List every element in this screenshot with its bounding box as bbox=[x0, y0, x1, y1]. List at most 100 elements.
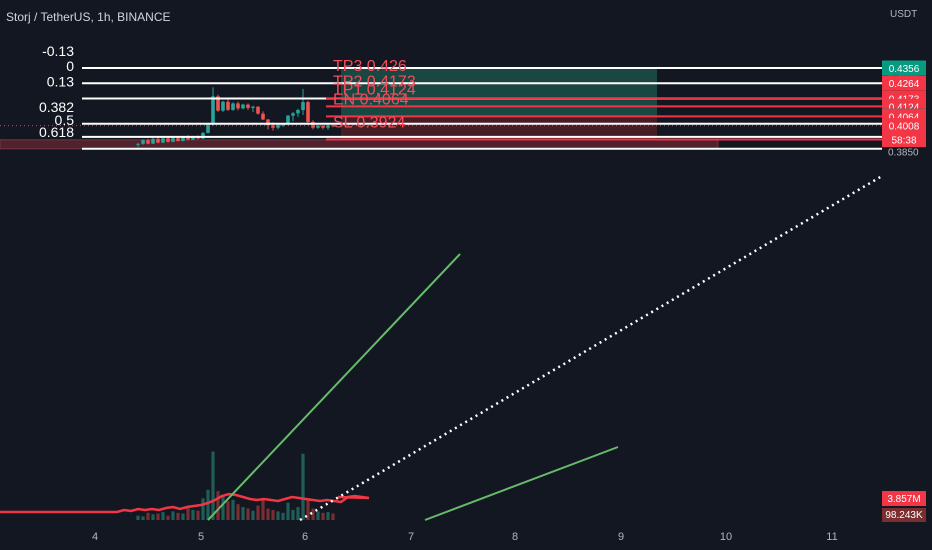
volume-bar bbox=[166, 515, 170, 520]
candle-body bbox=[301, 102, 305, 111]
volume-bar bbox=[316, 511, 320, 520]
candle-body bbox=[171, 138, 175, 142]
x-tick-label: 4 bbox=[92, 531, 98, 543]
projection-dotted-line bbox=[299, 174, 883, 522]
candle-body bbox=[161, 138, 165, 143]
volume-bar bbox=[136, 515, 140, 520]
currency-unit: USDT bbox=[890, 9, 918, 20]
volume-bar bbox=[196, 510, 200, 520]
price-badge-label: 0.4008 bbox=[889, 122, 920, 133]
candlestick-series bbox=[136, 87, 335, 147]
candle-body bbox=[201, 132, 205, 139]
price-badge-label: 0.4064 bbox=[889, 112, 920, 123]
time-axis: 4 5 6 7 8 9 10 11 bbox=[92, 531, 838, 543]
candle-body bbox=[181, 137, 185, 141]
volume-bar bbox=[191, 509, 195, 520]
candle-body bbox=[241, 104, 245, 109]
candle-body bbox=[146, 140, 150, 144]
candle-body bbox=[231, 103, 235, 110]
candle-body bbox=[266, 119, 270, 126]
volume-bar bbox=[156, 513, 160, 520]
volume-bar bbox=[171, 511, 175, 520]
chart-title: Storj / TetherUS, 1h, BINANCE bbox=[6, 10, 171, 24]
volume-bar bbox=[221, 494, 225, 520]
x-tick-label: 9 bbox=[618, 531, 624, 543]
volume-bar bbox=[271, 509, 275, 520]
x-tick-label: 8 bbox=[512, 531, 518, 543]
candle-body bbox=[186, 137, 190, 140]
x-tick-label: 6 bbox=[302, 531, 308, 543]
x-tick-label: 10 bbox=[720, 531, 732, 543]
volume-bar bbox=[281, 512, 285, 520]
candle-body bbox=[261, 113, 265, 120]
volume-bar bbox=[176, 512, 180, 520]
candle-body bbox=[176, 138, 180, 141]
candle-body bbox=[326, 125, 330, 128]
volume-bar bbox=[211, 451, 215, 520]
y-tick-label: 0.3850 bbox=[888, 148, 919, 159]
trade-level-label: TP3 0.426 bbox=[333, 58, 407, 75]
candle-body bbox=[316, 125, 320, 128]
trade-level-label: TP2 0.4173 bbox=[333, 73, 416, 90]
volume-bar bbox=[331, 513, 335, 520]
candle-body bbox=[286, 115, 290, 125]
volume-bar bbox=[146, 512, 150, 520]
countdown-label: 58:38 bbox=[891, 136, 916, 147]
volume-bar bbox=[306, 498, 310, 520]
stop-zone bbox=[341, 116, 657, 140]
volume-bar bbox=[326, 512, 330, 520]
trade-level-label: SL 0.3924 bbox=[333, 114, 405, 131]
volume-badge bbox=[882, 491, 926, 506]
candle-body bbox=[226, 101, 230, 110]
trade-level-label: EN 0.4064 bbox=[333, 91, 409, 108]
volume-bar bbox=[241, 507, 245, 520]
volume-bar bbox=[186, 507, 190, 520]
position-zones bbox=[0, 68, 719, 150]
volume-bar bbox=[296, 507, 300, 520]
fib-label: -0.13 bbox=[42, 43, 74, 59]
volume-bar bbox=[311, 508, 315, 520]
volume-bar bbox=[286, 502, 290, 520]
fib-label: 0 bbox=[66, 58, 74, 74]
trade-level-label: TP1 0.4124 bbox=[333, 81, 416, 98]
candle-body bbox=[211, 96, 215, 125]
volume-bar bbox=[231, 499, 235, 520]
candle-body bbox=[236, 103, 240, 109]
volume-bar bbox=[216, 491, 220, 520]
demand-zone bbox=[0, 139, 719, 150]
volume-bar bbox=[151, 514, 155, 520]
target-zone bbox=[341, 68, 657, 117]
volume-bar bbox=[301, 453, 305, 520]
volume-bar bbox=[226, 501, 230, 520]
volume-bar bbox=[261, 499, 265, 520]
volume-bar bbox=[276, 511, 280, 520]
candle-body bbox=[306, 102, 310, 122]
trendline-support bbox=[207, 253, 461, 521]
candle-body bbox=[296, 110, 300, 114]
volume-ma-badge-label: 98.243K bbox=[885, 510, 923, 521]
trendline-lower bbox=[424, 446, 619, 521]
volume-bar bbox=[246, 508, 250, 520]
candle-body bbox=[276, 124, 280, 128]
volume-bars bbox=[0, 451, 370, 520]
price-badge-label: 0.4356 bbox=[889, 64, 920, 75]
candle-body bbox=[141, 140, 145, 144]
x-tick-label: 11 bbox=[826, 531, 837, 543]
volume-bar bbox=[256, 505, 260, 520]
candle-body bbox=[321, 125, 325, 128]
volume-bar bbox=[141, 516, 145, 520]
fib-label: 0.5 bbox=[55, 112, 75, 128]
x-tick-label: 5 bbox=[198, 531, 204, 543]
candle-body bbox=[281, 124, 285, 126]
candle-body bbox=[256, 106, 260, 114]
candle-body bbox=[221, 101, 225, 111]
volume-bar bbox=[266, 508, 270, 520]
volume-ma-badge bbox=[882, 508, 926, 522]
volume-bar bbox=[206, 489, 210, 520]
fib-label: 0.618 bbox=[39, 124, 74, 140]
candle-body bbox=[291, 113, 295, 116]
candle-body bbox=[216, 96, 220, 111]
price-badge bbox=[882, 60, 926, 76]
